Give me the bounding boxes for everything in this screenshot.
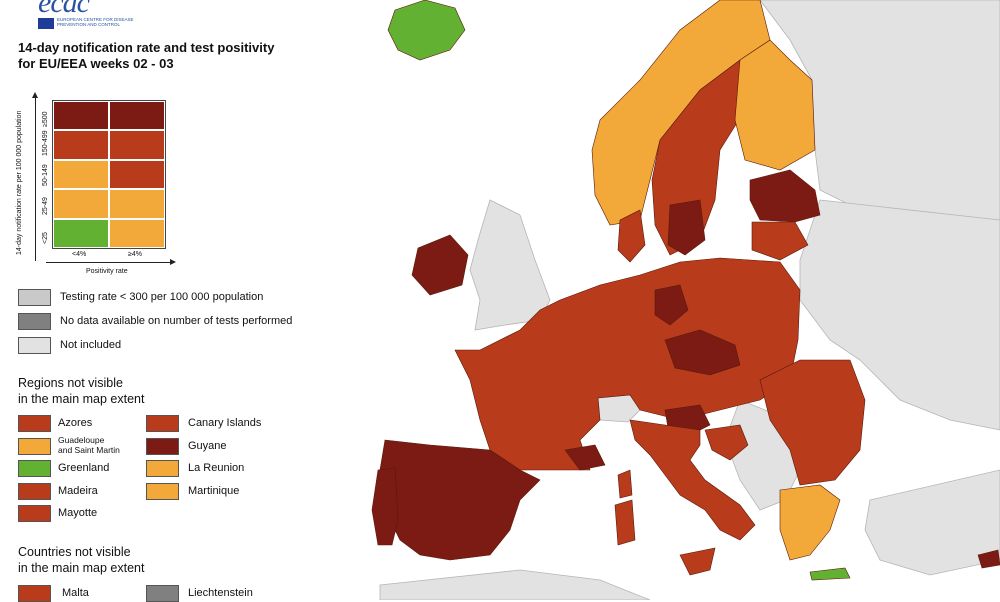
north-africa [379,569,651,600]
eu-eea-land [371,0,1000,581]
matrix-row-label: 150-499 [42,130,49,157]
greece [779,484,841,561]
croatia [704,424,749,461]
romania-bulgaria [759,359,866,486]
matrix-row-label: 50-149 [42,163,49,186]
corsica [617,469,633,499]
rate-positivity-matrix [52,100,166,249]
region-swatch [18,415,51,432]
region-swatch [146,460,179,477]
region-swatch [18,437,51,455]
eu-flag-icon [38,18,54,29]
region-label: Martinique [188,484,240,497]
region-swatch [146,482,179,500]
not-included-land [379,0,1000,600]
region-swatch [146,415,179,432]
italy [629,419,756,541]
country-swatch [146,585,179,602]
great-britain [469,199,551,331]
turkey [864,469,1000,576]
sicily [679,547,716,576]
russia-belarus-ukraine [799,199,1000,431]
region-label: Mayotte [58,507,98,519]
ecdc-logo-text: ecdc [38,0,90,19]
region-label: Azores [58,417,93,429]
regions-title-line1: Regions not visible [18,376,123,390]
country-label: Malta [62,587,89,599]
region-swatch [18,505,51,522]
grey-legend-swatch [18,337,51,354]
countries-title-line2: in the main map extent [18,561,145,575]
region-label: Madeira [58,484,98,497]
ecdc-logo-subtitle: EUROPEAN CENTRE FOR DISEASE PREVENTION A… [57,17,134,27]
map-title-line2: for EU/EEA weeks 02 - 03 [18,56,174,71]
matrix-row-label: ≥500 [42,111,49,127]
matrix-cell [109,159,165,190]
sardinia [614,499,636,546]
portugal [371,467,399,546]
matrix-cell [53,130,109,160]
y-axis-arrow [32,92,38,261]
countries-title-line1: Countries not visible [18,545,131,559]
iceland [387,0,466,61]
region-swatch [18,482,51,500]
grey-legend-swatch [18,289,51,306]
lithuania [751,221,809,261]
region-label: La Reunion [188,462,245,474]
grey-legend-label: No data available on number of tests per… [60,315,293,327]
matrix-cell [109,189,165,219]
cyprus [977,549,1000,569]
czechia [664,329,741,376]
region-swatch [146,437,179,455]
matrix-cell [109,130,165,160]
matrix-cell [53,159,109,190]
map-title-line1: 14-day notification rate and test positi… [18,40,275,55]
grey-legend-swatch [18,313,51,330]
region-label: Greenland [58,462,110,474]
matrix-cell [53,101,109,131]
region-label: Canary Islands [188,417,262,429]
x-axis-arrow [46,259,176,265]
region-swatch [18,460,51,477]
matrix-cell [53,218,109,248]
ireland [411,234,469,296]
matrix-cell [53,189,109,219]
denmark [617,209,646,263]
crete [809,567,851,581]
regions-title: Regions not visible in the main map exte… [18,375,144,407]
matrix-cell [109,101,165,131]
region-label: Guyane [188,439,227,452]
region-label: Guadeloupe [58,434,105,445]
country-label: Liechtenstein [188,587,253,599]
scandinavian-north-russia [759,0,1000,231]
y-axis-title: 14-day notification rate per 100 000 pop… [16,110,23,255]
region-label-line2: and Saint Martin [58,444,120,455]
map-title: 14-day notification rate and test positi… [18,40,338,72]
matrix-col-label: <4% [72,251,87,258]
france-south-dark [564,444,606,471]
grey-legend-label: Testing rate < 300 per 100 000 populatio… [60,291,264,303]
german-dark-region [654,284,689,326]
matrix-row-label: <25 [42,232,49,245]
matrix-col-label: ≥4% [128,251,142,258]
x-axis-title: Positivity rate [86,268,128,275]
sweden-south [667,199,706,256]
grey-legend-label: Not included [60,339,122,351]
regions-title-line2: in the main map extent [18,392,145,406]
country-swatch [18,585,51,602]
countries-title: Countries not visible in the main map ex… [18,544,144,576]
baltics [749,169,821,223]
finland [734,39,816,171]
matrix-cell [109,218,165,248]
central-europe [454,257,801,471]
matrix-row-label: 25-49 [42,196,49,215]
